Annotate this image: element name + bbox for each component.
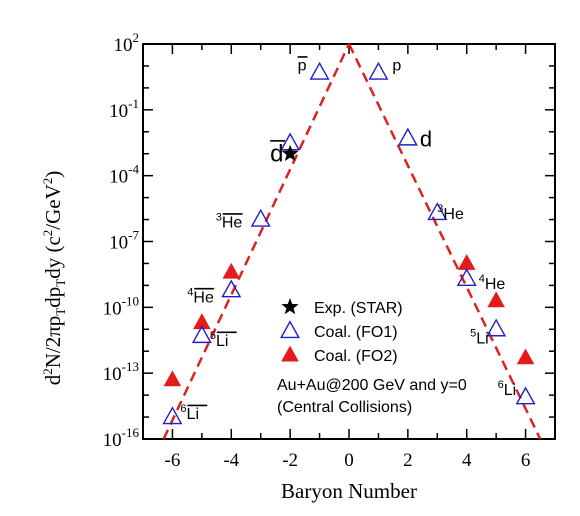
filled-triangle-point <box>487 291 505 308</box>
svg-text:p: p <box>392 58 401 75</box>
y-tick-label: 10-1 <box>109 96 139 122</box>
svg-text:5Li: 5Li <box>470 327 489 347</box>
y-tick-label: 10-10 <box>103 293 139 319</box>
species-label: 6Li <box>498 379 517 399</box>
species-label: 4He <box>479 273 506 293</box>
y-tick-label: 10-4 <box>109 162 139 188</box>
filled-triangle-point <box>222 262 241 279</box>
open-triangle-point <box>221 279 242 298</box>
open-triangle-point <box>397 127 418 146</box>
species-label: d <box>420 126 432 151</box>
filled-triangle-point <box>193 313 211 330</box>
x-tick-label: -6 <box>165 450 181 471</box>
species-label: 5Li <box>210 330 237 350</box>
annotation-line: (Central Collisions) <box>277 399 412 416</box>
annotation-line: Au+Au@200 GeV and y=0 <box>277 377 467 394</box>
filled-triangle-point <box>457 254 476 270</box>
x-tick-label: -4 <box>223 450 239 471</box>
open-triangle-point <box>309 61 330 80</box>
open-triangle-point <box>368 61 389 80</box>
species-labels: p d 3He 4He 5Li 6Li p d 3He 4He 5Li 6Li <box>180 56 517 423</box>
open-triangle-point <box>427 202 448 221</box>
fit-line-left <box>162 43 351 440</box>
species-label: 4He <box>187 286 215 306</box>
x-tick-labels: -6 -4 -2 0 2 4 6 <box>165 450 531 471</box>
fit-line-right <box>347 43 542 440</box>
svg-text:d: d <box>270 140 283 167</box>
svg-text:3He: 3He <box>437 203 464 223</box>
species-label: 6Li <box>180 403 208 423</box>
filled-triangle-point <box>163 370 182 387</box>
species-label: 3He <box>216 212 243 232</box>
data-markers <box>162 61 536 425</box>
filled-triangle-point <box>516 348 535 365</box>
legend-label: Coal. (FO1) <box>314 324 398 341</box>
legend: Exp. (STAR) Coal. (FO1) Coal. (FO2) <box>280 298 403 365</box>
annotation: Au+Au@200 GeV and y=0 (Central Collisions… <box>277 377 467 416</box>
svg-text:4He: 4He <box>187 286 214 306</box>
legend-marker <box>281 345 299 362</box>
y-tick-labels: 102 10-1 10-4 10-7 10-10 10-13 10-16 <box>103 30 140 451</box>
species-label: 5Li <box>470 327 489 347</box>
x-tick-label: -2 <box>282 450 298 471</box>
svg-text:d: d <box>420 126 432 151</box>
open-triangle-point <box>191 325 212 344</box>
y-tick-label: 102 <box>114 30 140 56</box>
legend-label: Exp. (STAR) <box>314 300 403 317</box>
svg-text:3He: 3He <box>216 212 243 232</box>
legend-marker <box>280 320 300 339</box>
fit-lines <box>162 43 542 440</box>
svg-text:6Li: 6Li <box>498 379 517 399</box>
open-triangle-point <box>250 208 271 227</box>
open-triangle-point <box>162 406 183 425</box>
species-label: 3He <box>437 203 464 223</box>
species-label: p <box>392 58 401 75</box>
y-tick-label: 10-7 <box>109 228 139 254</box>
legend-marker <box>281 298 299 315</box>
svg-text:6Li: 6Li <box>180 403 199 423</box>
svg-text:4He: 4He <box>479 273 506 293</box>
axis-ticks <box>142 43 556 440</box>
legend-label: Coal. (FO2) <box>314 348 398 365</box>
svg-text:5Li: 5Li <box>210 330 229 350</box>
x-tick-label: 6 <box>521 450 531 471</box>
x-axis-title: Baryon Number <box>281 479 417 503</box>
open-triangle-point <box>515 386 536 405</box>
open-triangle-point <box>456 267 477 286</box>
species-label: p <box>297 56 308 75</box>
x-tick-label: 0 <box>344 450 354 471</box>
x-tick-label: 4 <box>462 450 472 471</box>
species-label: d <box>270 140 286 167</box>
open-triangle-point <box>486 318 507 337</box>
y-axis-title: d2N/2πpTdpTdy (c2/GeV2) <box>40 171 68 386</box>
svg-text:p: p <box>298 58 307 75</box>
x-tick-label: 2 <box>403 450 413 471</box>
y-tick-label: 10-16 <box>103 425 140 451</box>
y-tick-label: 10-13 <box>103 359 139 385</box>
star-point <box>281 144 299 161</box>
